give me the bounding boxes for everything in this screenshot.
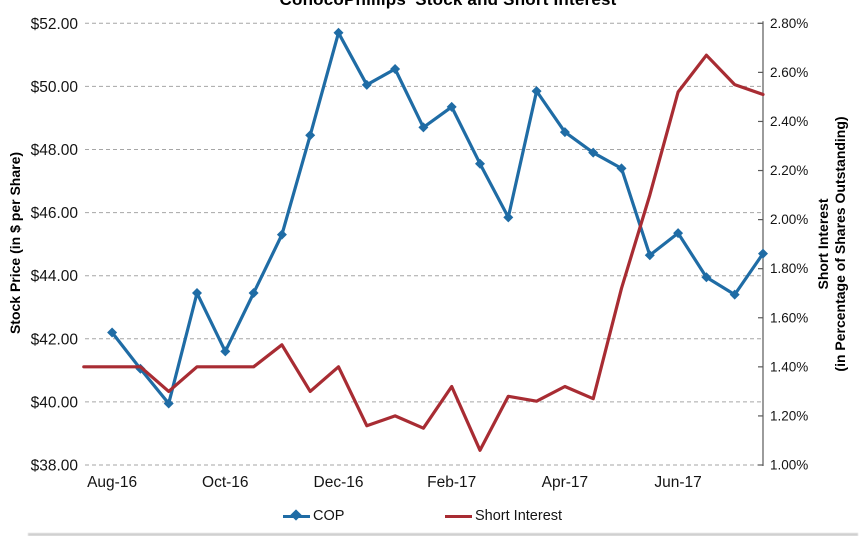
- right-axis-tick-label: 1.20%: [770, 408, 808, 423]
- right-axis-tick-label: 1.80%: [770, 261, 808, 276]
- x-axis-tick-label: Apr-17: [542, 474, 589, 491]
- right-axis-title: Short Interest (in Percentage of Shares …: [815, 29, 851, 459]
- cop-data-point-marker: [192, 288, 202, 299]
- cop-data-point-marker: [531, 86, 542, 97]
- left-axis-tick-label: $42.00: [31, 331, 79, 348]
- cop-line-swatch: [283, 509, 310, 521]
- left-axis-tick-label: $46.00: [31, 205, 79, 222]
- right-axis-title-line1: Short Interest: [815, 198, 831, 290]
- cop-data-point-marker: [588, 147, 599, 158]
- legend-item-cop: COP: [283, 506, 344, 526]
- x-axis-tick-label: Dec-16: [314, 474, 364, 491]
- chart-title: ConocoPhillips' Stock and Short Interest: [30, 0, 866, 10]
- left-axis-title: Stock Price (in $ per Share): [7, 151, 23, 335]
- right-axis-tick-label: 2.80%: [770, 16, 808, 31]
- cop-data-point-marker: [503, 212, 514, 223]
- x-axis-tick-label: Jun-17: [654, 474, 701, 491]
- cop-data-point-marker: [616, 163, 627, 174]
- legend-label-short-interest: Short Interest: [475, 508, 563, 524]
- cop-data-point-marker: [673, 228, 684, 239]
- cop-data-point-marker: [446, 101, 457, 112]
- cop-data-point-marker: [390, 64, 401, 75]
- cop-data-point-marker: [305, 130, 316, 141]
- cop-data-point-marker: [559, 127, 570, 138]
- cop-data-point-marker: [361, 79, 372, 90]
- left-axis-tick-label: $50.00: [31, 79, 79, 96]
- cop-line: [110, 31, 765, 406]
- cop-data-point-marker: [644, 250, 655, 261]
- cop-data-point-marker: [701, 272, 712, 283]
- right-axis-tick-label: 1.40%: [770, 359, 808, 374]
- x-axis-tick-label: Oct-16: [202, 474, 249, 491]
- left-axis-tick-label: $40.00: [31, 394, 79, 411]
- legend: COP Short Interest: [0, 506, 866, 528]
- right-axis-tick-label: 1.00%: [770, 458, 808, 473]
- cop-data-point-marker: [163, 398, 174, 409]
- right-axis-tick-label: 2.40%: [770, 114, 808, 129]
- cop-data-point-marker: [758, 248, 768, 259]
- cop-data-point-marker: [729, 289, 740, 300]
- left-axis-tick-label: $38.00: [31, 458, 79, 475]
- legend-label-cop: COP: [313, 508, 345, 524]
- x-axis-tick-label: Aug-16: [87, 474, 137, 491]
- cop-data-point-marker: [475, 158, 485, 169]
- left-axis-tick-label: $44.00: [31, 268, 79, 285]
- cop-diamond-marker-icon: [290, 509, 302, 521]
- x-axis-tick-label: Feb-17: [427, 474, 476, 491]
- right-axis-tick-label: 1.60%: [770, 310, 808, 325]
- left-axis-tick-label: $48.00: [31, 142, 79, 159]
- short-interest-line: [82, 53, 765, 452]
- short-interest-line-swatch: [445, 514, 472, 518]
- right-axis-tick-label: 2.60%: [770, 65, 808, 80]
- cop-data-point-marker: [276, 229, 287, 240]
- cutoff-next-row-hint: [28, 533, 858, 536]
- right-axis-tick-label: 2.00%: [770, 212, 808, 227]
- cop-data-point-marker: [333, 27, 344, 38]
- cop-data-point-marker: [220, 346, 231, 357]
- legend-item-short-interest: Short Interest: [445, 506, 562, 526]
- cop-data-point-marker: [418, 122, 429, 133]
- right-axis-title-line2: (in Percentage of Shares Outstanding): [832, 116, 848, 372]
- right-axis-tick-label: 2.20%: [770, 163, 808, 178]
- cop-data-point-marker: [248, 288, 259, 299]
- left-axis-tick-label: $52.00: [31, 16, 79, 33]
- cop-data-point-marker: [107, 327, 118, 338]
